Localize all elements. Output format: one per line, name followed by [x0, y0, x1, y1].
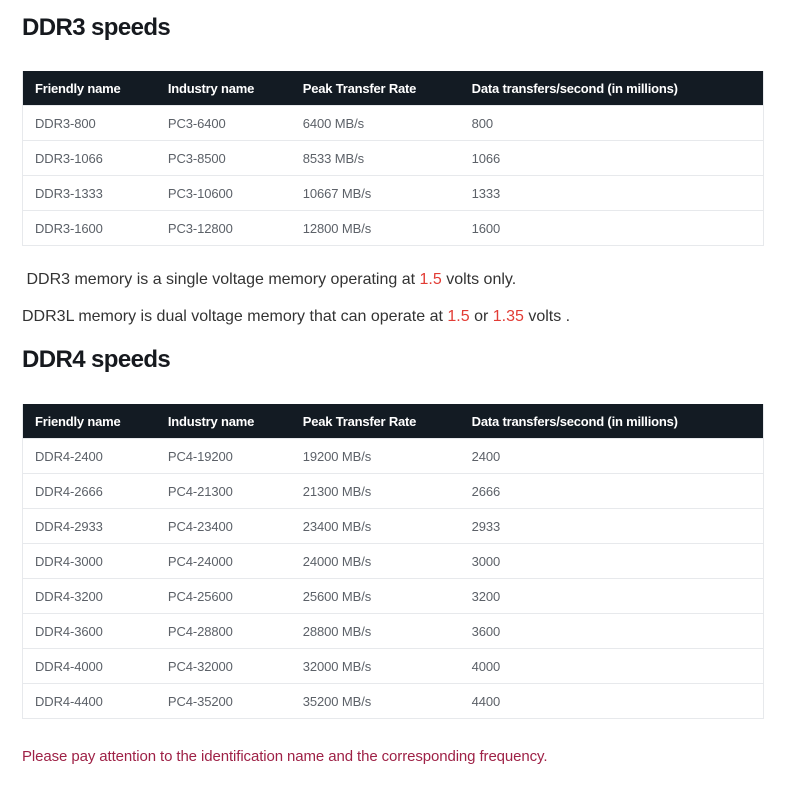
- table-cell: DDR4-4400: [22, 682, 156, 719]
- column-header: Data transfers/second (in millions): [459, 71, 764, 106]
- table-cell: 2666: [459, 472, 764, 509]
- ddr3-voltage-note: DDR3 memory is a single voltage memory o…: [22, 269, 764, 290]
- table-cell: 4000: [459, 647, 764, 684]
- table-row: DDR3-800 PC3-6400 6400 MB/s 800: [22, 105, 764, 141]
- frequency-attention-note: Please pay attention to the identificati…: [22, 747, 548, 765]
- table-cell: 35200 MB/s: [290, 682, 460, 719]
- ddr3-section-title: DDR3 speeds: [22, 14, 171, 41]
- column-header: Friendly name: [22, 71, 156, 106]
- ddr4-table-body: DDR4-2400 PC4-19200 19200 MB/s 2400 DDR4-266…: [22, 437, 764, 719]
- table-row: DDR3-1066 PC3-8500 8533 MB/s 1066: [22, 140, 764, 176]
- table-cell: DDR3-1066: [22, 140, 156, 176]
- table-cell: PC4-24000: [155, 542, 291, 579]
- column-header: Peak Transfer Rate: [290, 71, 460, 106]
- table-cell: 3000: [459, 542, 764, 579]
- table-row: DDR4-2666 PC4-21300 21300 MB/s 2666: [22, 472, 764, 509]
- table-cell: 6400 MB/s: [290, 105, 460, 141]
- ddr3-table-body: DDR3-800 PC3-6400 6400 MB/s 800 DDR3-1066 PC3…: [22, 105, 764, 246]
- table-cell: DDR4-2933: [22, 507, 156, 544]
- table-cell: PC3-12800: [155, 210, 291, 246]
- note-text: volts only.: [441, 271, 517, 289]
- ddr3l-voltage-note: DDR3L memory is dual voltage memory that…: [22, 306, 764, 327]
- table-cell: DDR4-3200: [22, 577, 156, 614]
- table-cell: DDR4-3000: [22, 542, 156, 579]
- table-cell: 8533 MB/s: [290, 140, 460, 176]
- table-cell: 3200: [459, 577, 764, 614]
- table-cell: PC4-21300: [155, 472, 291, 509]
- voltage-notes: DDR3 memory is a single voltage memory o…: [22, 269, 764, 327]
- table-cell: 3600: [459, 612, 764, 649]
- note-text: volts .: [523, 308, 571, 326]
- column-header: Industry name: [155, 403, 291, 439]
- table-row: DDR4-2933 PC4-23400 23400 MB/s 2933: [22, 507, 764, 544]
- table-cell: 12800 MB/s: [290, 210, 460, 246]
- table-cell: DDR3-800: [22, 105, 156, 141]
- table-cell: 4400: [459, 682, 764, 719]
- table-cell: PC3-6400: [155, 105, 291, 141]
- ddr4-section-title: DDR4 speeds: [22, 346, 171, 374]
- table-cell: PC4-32000: [155, 647, 291, 684]
- table-cell: 1333: [459, 175, 764, 211]
- voltage-value: 1.5: [447, 308, 470, 326]
- table-cell: PC4-19200: [155, 437, 291, 474]
- table-cell: DDR4-4000: [22, 647, 156, 684]
- table-cell: 25600 MB/s: [290, 577, 460, 614]
- table-cell: PC3-8500: [155, 140, 291, 176]
- table-cell: DDR3-1333: [22, 175, 156, 211]
- column-header: Data transfers/second (in millions): [459, 403, 764, 439]
- table-row: DDR3-1333 PC3-10600 10667 MB/s 1333: [22, 175, 764, 211]
- table-cell: DDR4-2400: [22, 437, 156, 474]
- table-cell: DDR4-2666: [22, 472, 156, 509]
- ddr3-table-header-row: Friendly name Industry name Peak Transfer …: [22, 71, 764, 106]
- ddr4-table-header-row: Friendly name Industry name Peak Transfer …: [22, 403, 764, 439]
- table-cell: PC4-23400: [155, 507, 291, 544]
- voltage-value: 1.5: [419, 271, 442, 289]
- table-cell: DDR4-3600: [22, 612, 156, 649]
- table-cell: 24000 MB/s: [290, 542, 460, 579]
- table-cell: 28800 MB/s: [290, 612, 460, 649]
- table-cell: 21300 MB/s: [290, 472, 460, 509]
- table-cell: 800: [459, 105, 764, 141]
- table-cell: 23400 MB/s: [290, 507, 460, 544]
- table-row: DDR3-1600 PC3-12800 12800 MB/s 1600: [22, 210, 764, 246]
- column-header: Peak Transfer Rate: [290, 403, 460, 439]
- note-text: or: [469, 308, 493, 326]
- voltage-value: 1.35: [492, 308, 524, 326]
- table-row: DDR4-2400 PC4-19200 19200 MB/s 2400: [22, 437, 764, 474]
- table-cell: 1600: [459, 210, 764, 246]
- table-cell: PC4-35200: [155, 682, 291, 719]
- table-cell: PC3-10600: [155, 175, 291, 211]
- ddr3-speeds-table: Friendly name Industry name Peak Transfer …: [22, 71, 764, 247]
- table-row: DDR4-3000 PC4-24000 24000 MB/s 3000: [22, 542, 764, 579]
- column-header: Industry name: [155, 71, 291, 106]
- note-text: DDR3 memory is a single voltage memory o…: [22, 271, 420, 289]
- table-cell: 32000 MB/s: [290, 647, 460, 684]
- column-header: Friendly name: [22, 403, 156, 439]
- table-cell: 10667 MB/s: [290, 175, 460, 211]
- table-row: DDR4-3600 PC4-28800 28800 MB/s 3600: [22, 612, 764, 649]
- table-cell: 2400: [459, 437, 764, 474]
- table-cell: 2933: [459, 507, 764, 544]
- table-cell: PC4-25600: [155, 577, 291, 614]
- table-cell: PC4-28800: [155, 612, 291, 649]
- table-row: DDR4-3200 PC4-25600 25600 MB/s 3200: [22, 577, 764, 614]
- page-root: DDR3 speeds Friendly name Industry name Pe…: [22, 14, 764, 765]
- table-row: DDR4-4000 PC4-32000 32000 MB/s 4000: [22, 647, 764, 684]
- table-row: DDR4-4400 PC4-35200 35200 MB/s 4400: [22, 682, 764, 719]
- table-cell: 19200 MB/s: [290, 437, 460, 474]
- note-text: DDR3L memory is dual voltage memory that…: [22, 308, 448, 326]
- table-cell: 1066: [459, 140, 764, 176]
- table-cell: DDR3-1600: [22, 210, 156, 246]
- ddr4-speeds-table: Friendly name Industry name Peak Transfer …: [22, 403, 764, 719]
